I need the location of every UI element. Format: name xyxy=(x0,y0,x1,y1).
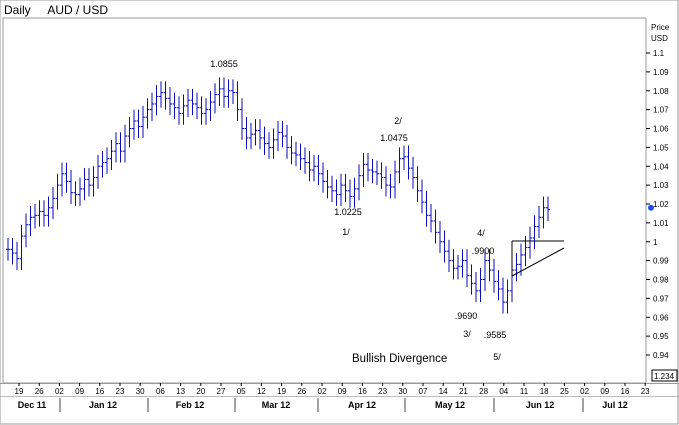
y-tick-label: 1.04 xyxy=(653,162,669,171)
x-month-label: Jul 12 xyxy=(602,400,628,410)
x-tick-label: 06 xyxy=(156,387,165,396)
x-tick-label: 28 xyxy=(479,387,488,396)
triangle-bottom-line xyxy=(511,247,565,277)
y-tick-label: 0.94 xyxy=(653,351,669,360)
x-tick-label: 19 xyxy=(277,387,286,396)
y-tick-label: 1.02 xyxy=(653,200,669,209)
y-tick-label: 1.05 xyxy=(653,143,669,152)
x-tick-label: 26 xyxy=(35,387,44,396)
annotation-label: .9900 xyxy=(472,246,495,256)
x-tick-label: 16 xyxy=(358,387,367,396)
x-month-label: Feb 12 xyxy=(176,400,205,410)
y-axis-label-usd: USD xyxy=(651,34,668,43)
x-tick-label: 23 xyxy=(378,387,387,396)
chart-title-bar: Daily AUD / USD xyxy=(4,3,122,17)
x-tick-label: 02 xyxy=(580,387,589,396)
annotation-label: .9690 xyxy=(455,311,478,321)
x-tick-label: 23 xyxy=(116,387,125,396)
annotation-label: .9585 xyxy=(484,330,507,340)
annotation-label: 1/ xyxy=(342,227,350,237)
annotation-label: 3/ xyxy=(463,329,471,339)
x-month-label: Jun 12 xyxy=(526,400,555,410)
annotation-label: 1.0855 xyxy=(210,59,238,69)
y-tick-label: 1 xyxy=(653,238,658,247)
x-tick-label: 09 xyxy=(338,387,347,396)
annotation-label: 5/ xyxy=(493,352,501,362)
y-tick-label: 1.1 xyxy=(653,49,665,58)
x-tick-label: 16 xyxy=(621,387,630,396)
x-tick-label: 11 xyxy=(520,387,529,396)
y-tick-label: 0.98 xyxy=(653,276,669,285)
x-tick-label: 02 xyxy=(318,387,327,396)
x-month-label: Apr 12 xyxy=(348,400,376,410)
x-tick-label: 21 xyxy=(459,387,468,396)
x-tick-label: 16 xyxy=(95,387,104,396)
annotation-label: 1.0475 xyxy=(380,133,408,143)
x-tick-label: 27 xyxy=(217,387,226,396)
last-price-marker xyxy=(648,204,654,211)
y-tick-label: 1.07 xyxy=(653,106,669,115)
annotation-label: 1.0225 xyxy=(334,207,362,217)
x-tick-label: 25 xyxy=(560,387,569,396)
x-tick-label: 30 xyxy=(136,387,145,396)
annotation-label: 4/ xyxy=(477,228,485,238)
x-tick-label: 19 xyxy=(15,387,24,396)
x-tick-label: 04 xyxy=(499,387,508,396)
annotation-label: 2/ xyxy=(394,116,402,126)
x-month-label: Jan 12 xyxy=(89,400,117,410)
y-tick-label: 1.03 xyxy=(653,181,669,190)
x-tick-label: 07 xyxy=(419,387,428,396)
x-tick-label: 20 xyxy=(196,387,205,396)
period-label: Daily xyxy=(4,3,31,17)
y-tick-label: 0.96 xyxy=(653,313,669,322)
plot-frame xyxy=(2,17,647,384)
x-month-label: May 12 xyxy=(435,400,465,410)
x-tick-label: 14 xyxy=(439,387,448,396)
last-price-box xyxy=(651,369,678,382)
y-tick-label: 0.99 xyxy=(653,257,669,266)
x-tick-label: 05 xyxy=(237,387,246,396)
x-tick-label: 18 xyxy=(540,387,549,396)
x-month-label: Mar 12 xyxy=(262,400,291,410)
x-tick-label: 13 xyxy=(176,387,185,396)
x-tick-label: 12 xyxy=(257,387,266,396)
y-tick-label: 0.97 xyxy=(653,294,669,303)
last-price-label: 1.234 xyxy=(654,372,675,381)
y-tick-label: 1.01 xyxy=(653,219,669,228)
symbol-label: AUD / USD xyxy=(47,3,109,17)
y-tick-label: 1.08 xyxy=(653,87,669,96)
x-tick-label: 02 xyxy=(55,387,64,396)
bullish-divergence-note: Bullish Divergence xyxy=(352,353,447,365)
x-month-label: Dec 11 xyxy=(18,400,47,410)
y-tick-label: 1.06 xyxy=(653,125,669,134)
x-tick-label: 23 xyxy=(641,387,650,396)
y-tick-label: 1.09 xyxy=(653,68,669,77)
x-tick-label: 09 xyxy=(75,387,84,396)
x-tick-label: 30 xyxy=(398,387,407,396)
y-axis-label-price: Price xyxy=(651,23,670,32)
y-tick-label: 0.95 xyxy=(653,332,669,341)
x-tick-label: 09 xyxy=(600,387,609,396)
x-tick-label: 26 xyxy=(297,387,306,396)
